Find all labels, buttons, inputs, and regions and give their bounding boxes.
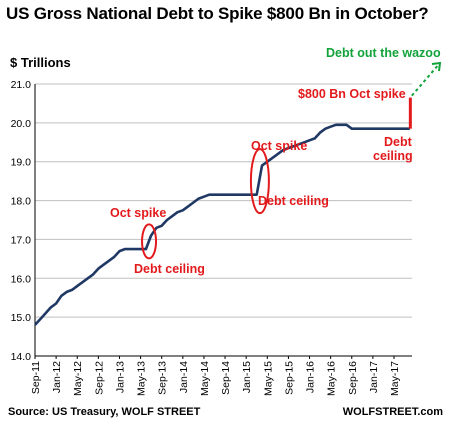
debt-series-line	[34, 123, 410, 326]
debt-ceiling-label-2: Debt ceiling	[258, 194, 329, 208]
x-tick-labels: Sep-11 Jan-12 May-12 Sep-12 Jan-13 May-13 Sep-…	[30, 356, 401, 396]
x-tick-label: May-12	[72, 361, 84, 396]
spike-800-label: $800 Bn Oct spike	[298, 87, 406, 101]
oct-spike-circle-2	[249, 148, 270, 215]
x-tick-label: May-17	[389, 361, 401, 396]
y-tick-labels: 14.0 15.0 16.0 17.0 18.0 19.0 20.0 21.0	[11, 79, 32, 363]
x-tick-label: Sep-16	[347, 361, 359, 395]
x-tick-label: Sep-14	[220, 361, 232, 395]
x-tick-label: Jan-15	[241, 361, 253, 393]
x-tick-label: May-13	[136, 361, 148, 396]
x-tick-label: May-16	[326, 361, 338, 396]
y-tick-label: 19.0	[11, 157, 32, 169]
x-tick-label: Jan-17	[368, 361, 380, 393]
chart-title: US Gross National Debt to Spike $800 Bn …	[6, 4, 429, 23]
x-tick-label: Jan-14	[178, 361, 190, 393]
x-tick-label: Sep-11	[30, 361, 42, 394]
y-tick-label: 15.0	[11, 312, 32, 324]
y-tick-label: 14.0	[11, 351, 32, 363]
oct-spike-circle-1	[141, 223, 158, 260]
x-tick-label: May-15	[262, 361, 274, 396]
x-tick-label: Jan-12	[51, 361, 63, 393]
y-tick-label: 17.0	[11, 234, 32, 246]
oct-spike-label-1: Oct spike	[110, 206, 166, 220]
wazoo-arrow	[411, 62, 441, 97]
debt-ceiling-label-3a: Debt	[384, 135, 413, 149]
debt-ceiling-label-1: Debt ceiling	[134, 262, 205, 276]
wazoo-arrowhead	[431, 61, 442, 72]
y-tick-label: 18.0	[11, 196, 32, 208]
oct-spike-label-2: Oct spike	[251, 139, 307, 153]
y-tick-label: 21.0	[11, 79, 32, 91]
gridlines	[34, 83, 412, 357]
y-tick-label: 20.0	[11, 118, 32, 130]
y-axis-unit: $ Trillions	[10, 55, 71, 70]
x-tick-label: Jan-16	[305, 361, 317, 393]
debt-ceiling-label-3b: ceiling	[373, 149, 413, 163]
y-tick-label: 16.0	[11, 273, 32, 285]
x-tick-label: May-14	[199, 361, 211, 396]
x-tick-label: Sep-12	[93, 361, 105, 395]
x-tick-label: Jan-13	[114, 361, 126, 393]
x-tick-label: Sep-13	[157, 361, 169, 395]
x-tick-label: Sep-15	[283, 361, 295, 395]
source-note: Source: US Treasury, WOLF STREET	[8, 406, 201, 418]
brand-mark: WOLFSTREET.com	[342, 406, 443, 418]
wazoo-label: Debt out the wazoo	[326, 46, 441, 60]
